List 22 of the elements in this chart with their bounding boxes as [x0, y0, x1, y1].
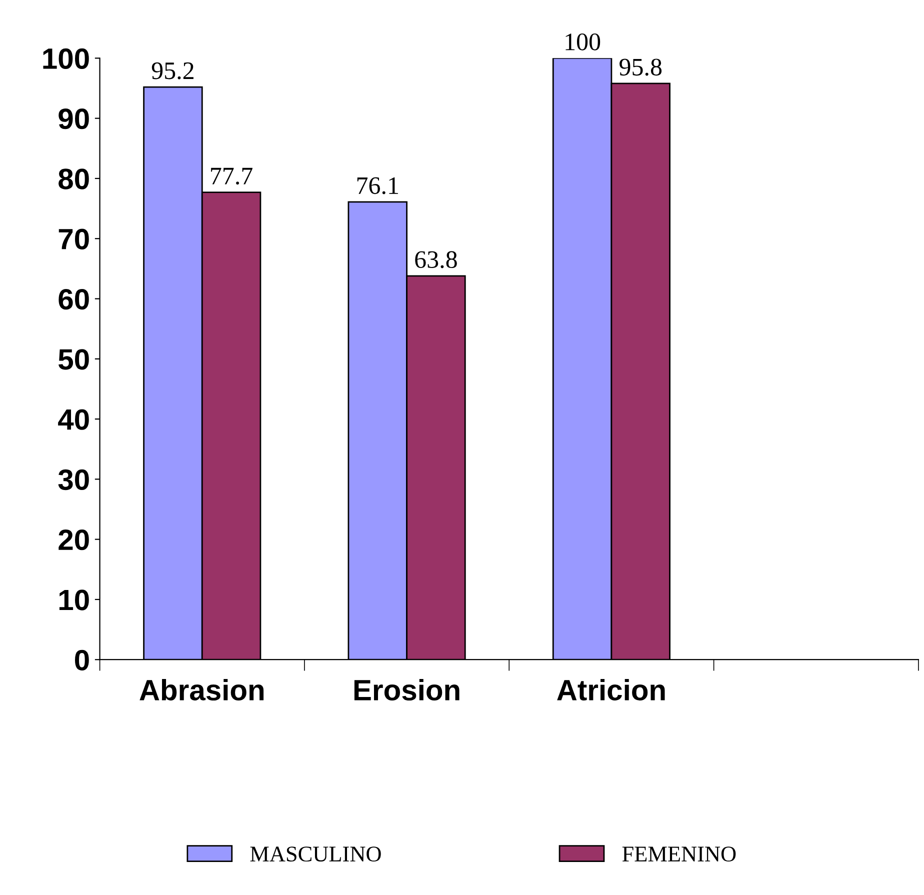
data-label: 95.2: [152, 62, 194, 80]
y-tick-label: 20: [58, 530, 89, 550]
y-tick-label: 50: [58, 349, 89, 370]
x-tick-label: Abrasion: [140, 679, 264, 700]
data-label: 77.7: [211, 168, 252, 185]
x-tick-label: Erosion: [354, 679, 460, 700]
data-label: 63.8: [415, 251, 457, 268]
y-tick-label: 100: [43, 48, 89, 70]
legend-label: MASCULINO: [250, 846, 381, 862]
y-tick-label: 0: [75, 650, 89, 670]
data-label: 100: [566, 33, 600, 50]
y-tick-label: 80: [58, 168, 89, 190]
legend-label: FEMENINO: [622, 846, 736, 862]
y-tick-label: 40: [58, 409, 89, 430]
x-tick-label: Atricion: [557, 679, 665, 700]
y-tick-label: 90: [58, 108, 89, 130]
y-tick-label: 10: [59, 590, 89, 610]
data-label: 95.8: [620, 58, 662, 76]
y-tick-label: 70: [58, 228, 89, 250]
y-tick-label: 30: [58, 469, 89, 490]
data-label: 76.1: [357, 177, 398, 194]
y-tick-label: 60: [58, 288, 89, 310]
